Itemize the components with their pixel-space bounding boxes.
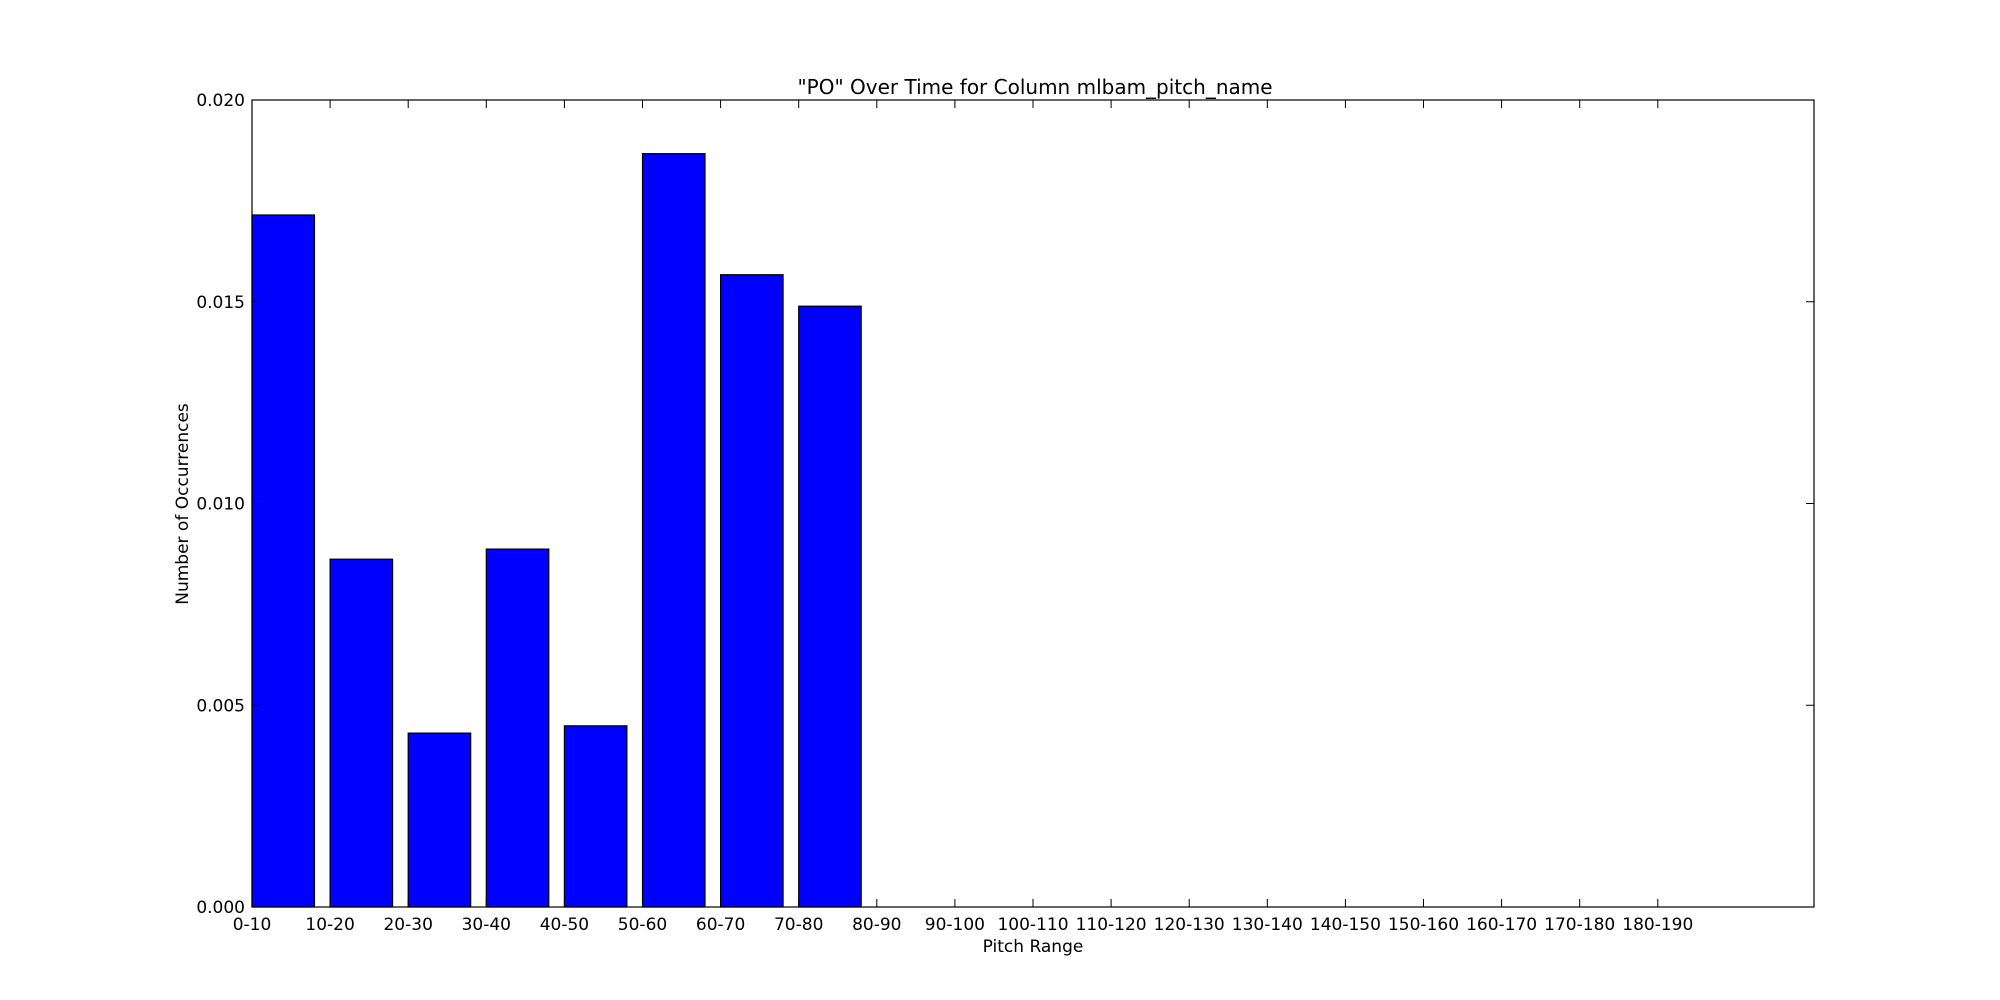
x-tick-label: 40-50 (540, 915, 589, 935)
x-tick-label: 80-90 (852, 915, 901, 935)
y-tick-label: 0.020 (196, 91, 245, 111)
bar-40-50 (563, 725, 628, 908)
bars-group (251, 153, 862, 908)
x-tick-label: 150-160 (1388, 915, 1459, 935)
chart-title: "PO" Over Time for Column mlbam_pitch_na… (797, 75, 1272, 99)
x-tick-label: 10-20 (305, 915, 354, 935)
bar-70-80 (798, 305, 862, 908)
x-tick-label: 30-40 (462, 915, 511, 935)
x-tick-label: 160-170 (1466, 915, 1537, 935)
x-tick-label: 0-10 (233, 915, 272, 935)
y-tick-label: 0.015 (196, 293, 245, 313)
x-tick-label: 140-150 (1310, 915, 1381, 935)
x-tick-label: 180-190 (1622, 915, 1693, 935)
y-tick-label: 0.010 (196, 495, 245, 515)
bar-20-30 (407, 732, 472, 908)
y-tick-label: 0.000 (196, 898, 245, 918)
x-tick-label: 60-70 (696, 915, 745, 935)
x-ticks-group: 0-10 10-20 20-30 30-40 40-50 50-60 60-70 70-80 8… (233, 100, 1693, 935)
x-tick-label: 170-180 (1544, 915, 1615, 935)
bar-0-10 (251, 214, 316, 908)
x-axis-label: Pitch Range (983, 937, 1084, 957)
x-tick-label: 90-100 (925, 915, 985, 935)
x-tick-label: 110-120 (1076, 915, 1147, 935)
plot-area-frame (251, 99, 1815, 908)
bar-60-70 (719, 274, 784, 908)
x-tick-label: 120-130 (1154, 915, 1225, 935)
bar-10-20 (329, 558, 394, 908)
x-tick-label: 50-60 (618, 915, 667, 935)
x-tick-label: 100-110 (997, 915, 1068, 935)
bar-30-40 (485, 548, 550, 908)
y-tick-label: 0.005 (196, 696, 245, 716)
x-tick-label: 20-30 (383, 915, 432, 935)
x-tick-label: 130-140 (1232, 915, 1303, 935)
bar-50-60 (641, 153, 706, 908)
y-axis-label: Number of Occurrences (173, 403, 193, 605)
x-tick-label: 70-80 (774, 915, 823, 935)
